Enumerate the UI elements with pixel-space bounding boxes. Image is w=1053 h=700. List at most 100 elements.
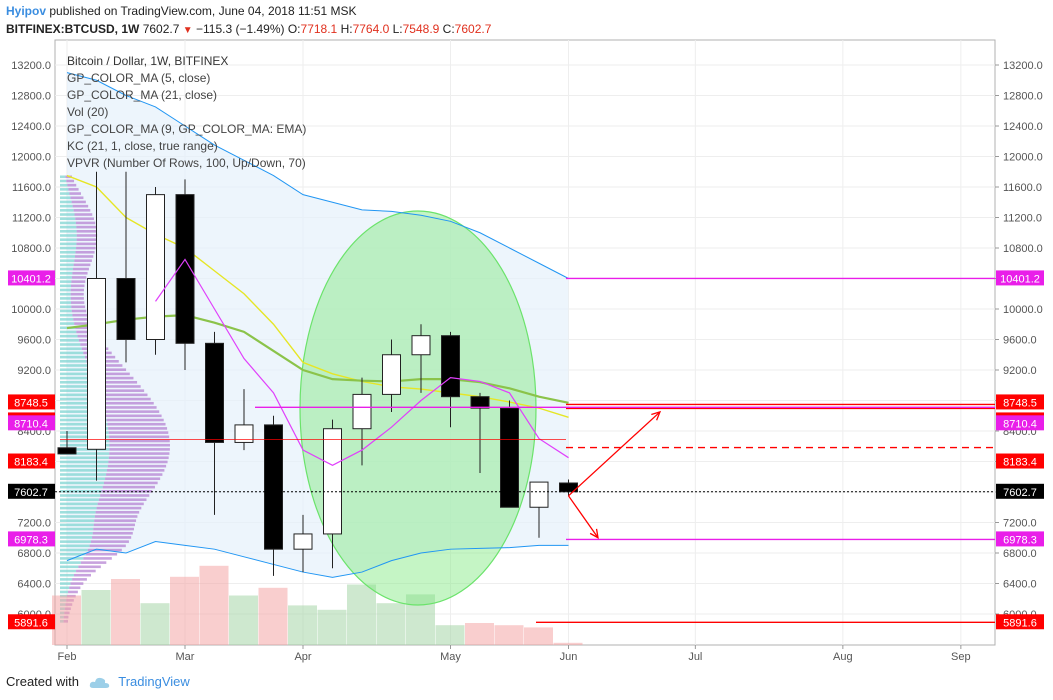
vpvr-down-bar	[105, 477, 161, 481]
vpvr-down-bar	[93, 523, 135, 527]
vpvr-up-bar	[60, 200, 72, 204]
vpvr-down-bar	[70, 297, 84, 300]
legend-ema9[interactable]: GP_COLOR_MA (9, GP_COLOR_MA: EMA)	[67, 122, 307, 136]
vpvr-up-bar	[60, 569, 77, 573]
candle-body	[470, 396, 490, 409]
vpvr-down-bar	[103, 481, 158, 485]
x-tick-label: Jul	[688, 651, 702, 663]
y-tick-label-left: 6800.0	[17, 548, 51, 560]
y-tick-label-right: 6400.0	[1003, 579, 1037, 591]
vpvr-up-bar	[60, 439, 110, 443]
vpvr-up-bar	[60, 406, 104, 409]
vpvr-up-bar	[60, 531, 93, 535]
vpvr-up-bar	[60, 561, 81, 564]
vpvr-up-bar	[60, 464, 108, 468]
vpvr-down-bar	[94, 380, 138, 384]
candle-body	[175, 194, 195, 344]
indicator-legend: Bitcoin / Dollar, 1W, BITFINEX GP_COLOR_…	[67, 53, 306, 172]
vpvr-down-bar	[66, 179, 75, 183]
vpvr-down-bar	[91, 372, 130, 376]
vpvr-up-bar	[60, 192, 70, 195]
candle-body	[205, 342, 224, 443]
volume-bar	[317, 609, 347, 645]
vpvr-down-bar	[106, 469, 165, 472]
vpvr-down-bar	[76, 238, 97, 241]
vpvr-down-bar	[70, 196, 84, 200]
vpvr-up-bar	[60, 519, 95, 522]
vpvr-up-bar	[60, 246, 77, 250]
level-tag-right	[996, 453, 1044, 469]
vpvr-up-bar	[60, 590, 69, 594]
legend-ma5[interactable]: GP_COLOR_MA (5, close)	[67, 71, 211, 85]
vpvr-down-bar	[94, 515, 138, 518]
vpvr-down-bar	[97, 502, 144, 506]
vpvr-up-bar	[60, 473, 107, 476]
vpvr-down-bar	[106, 418, 164, 422]
vpvr-down-bar	[103, 406, 157, 409]
legend-keltner[interactable]: KC (21, 1, close, true range)	[67, 139, 218, 153]
level-tag-right-label: 6978.3	[1003, 534, 1037, 546]
level-tag-left	[8, 270, 55, 286]
legend-ma21[interactable]: GP_COLOR_MA (21, close)	[67, 88, 218, 102]
vpvr-up-bar	[60, 498, 99, 502]
level-tag-right	[996, 415, 1044, 431]
vpvr-up-bar	[60, 225, 77, 229]
vpvr-down-bar	[70, 292, 84, 296]
y-tick-label-right: 7200.0	[1003, 518, 1037, 530]
vpvr-up-bar	[60, 217, 76, 221]
vpvr-up-bar	[60, 552, 86, 556]
vpvr-down-bar	[69, 192, 81, 195]
candle-body	[264, 424, 283, 550]
vpvr-down-bar	[108, 431, 169, 434]
vpvr-up-bar	[60, 213, 75, 216]
publish-info: Hyipov published on TradingView.com, Jun…	[6, 4, 356, 18]
vpvr-up-bar	[60, 586, 70, 590]
legend-vpvr[interactable]: VPVR (Number Of Rows, 100, Up/Down, 70)	[67, 156, 306, 170]
vpvr-down-bar	[89, 544, 126, 548]
x-tick-label: Jun	[560, 651, 578, 663]
candle-body	[57, 447, 77, 455]
vpvr-down-bar	[75, 217, 94, 221]
vpvr-down-bar	[73, 318, 90, 321]
vpvr-down-bar	[76, 225, 97, 229]
candle-body	[352, 393, 372, 430]
ma5-line	[155, 258, 569, 466]
vpvr-up-bar	[60, 188, 69, 191]
level-tag-right-label: 8183.4	[1003, 457, 1037, 469]
vpvr-up-bar	[60, 230, 77, 233]
vpvr-up-bar	[60, 301, 71, 304]
y-tick-label-right: 13200.0	[1003, 60, 1043, 72]
vpvr-down-bar	[89, 368, 127, 371]
vpvr-down-bar	[100, 397, 151, 401]
vpvr-down-bar	[75, 250, 95, 254]
vpvr-up-bar	[60, 183, 68, 187]
candle-body	[87, 278, 106, 450]
vpvr-down-bar	[98, 498, 147, 502]
y-tick-label-right: 11600.0	[1003, 182, 1042, 194]
vpvr-up-bar	[60, 418, 107, 422]
author-link[interactable]: Hyipov	[6, 4, 47, 18]
vpvr-down-bar	[70, 582, 84, 585]
vpvr-up-bar	[60, 582, 71, 585]
tradingview-link[interactable]: TradingView	[118, 674, 190, 689]
legend-volume[interactable]: Vol (20)	[67, 105, 109, 119]
x-tick-label: Feb	[58, 651, 77, 663]
vpvr-up-bar	[60, 368, 90, 371]
vpvr-down-bar	[94, 519, 137, 522]
vpvr-up-bar	[60, 536, 93, 539]
vpvr-down-bar	[72, 271, 88, 275]
candle-body	[441, 335, 460, 398]
vpvr-up-bar	[60, 339, 79, 342]
vpvr-down-bar	[78, 565, 101, 569]
vpvr-down-bar	[73, 263, 91, 267]
vpvr-down-bar	[105, 414, 162, 418]
vpvr-down-bar	[109, 439, 170, 443]
level-tag-left-label: 8748.5	[14, 397, 48, 409]
vpvr-down-bar	[95, 510, 140, 514]
vpvr-down-bar	[93, 376, 134, 380]
vpvr-up-bar	[60, 443, 110, 447]
vpvr-down-bar	[72, 313, 88, 317]
low-label: L:	[392, 22, 403, 36]
vpvr-down-bar	[71, 276, 87, 279]
